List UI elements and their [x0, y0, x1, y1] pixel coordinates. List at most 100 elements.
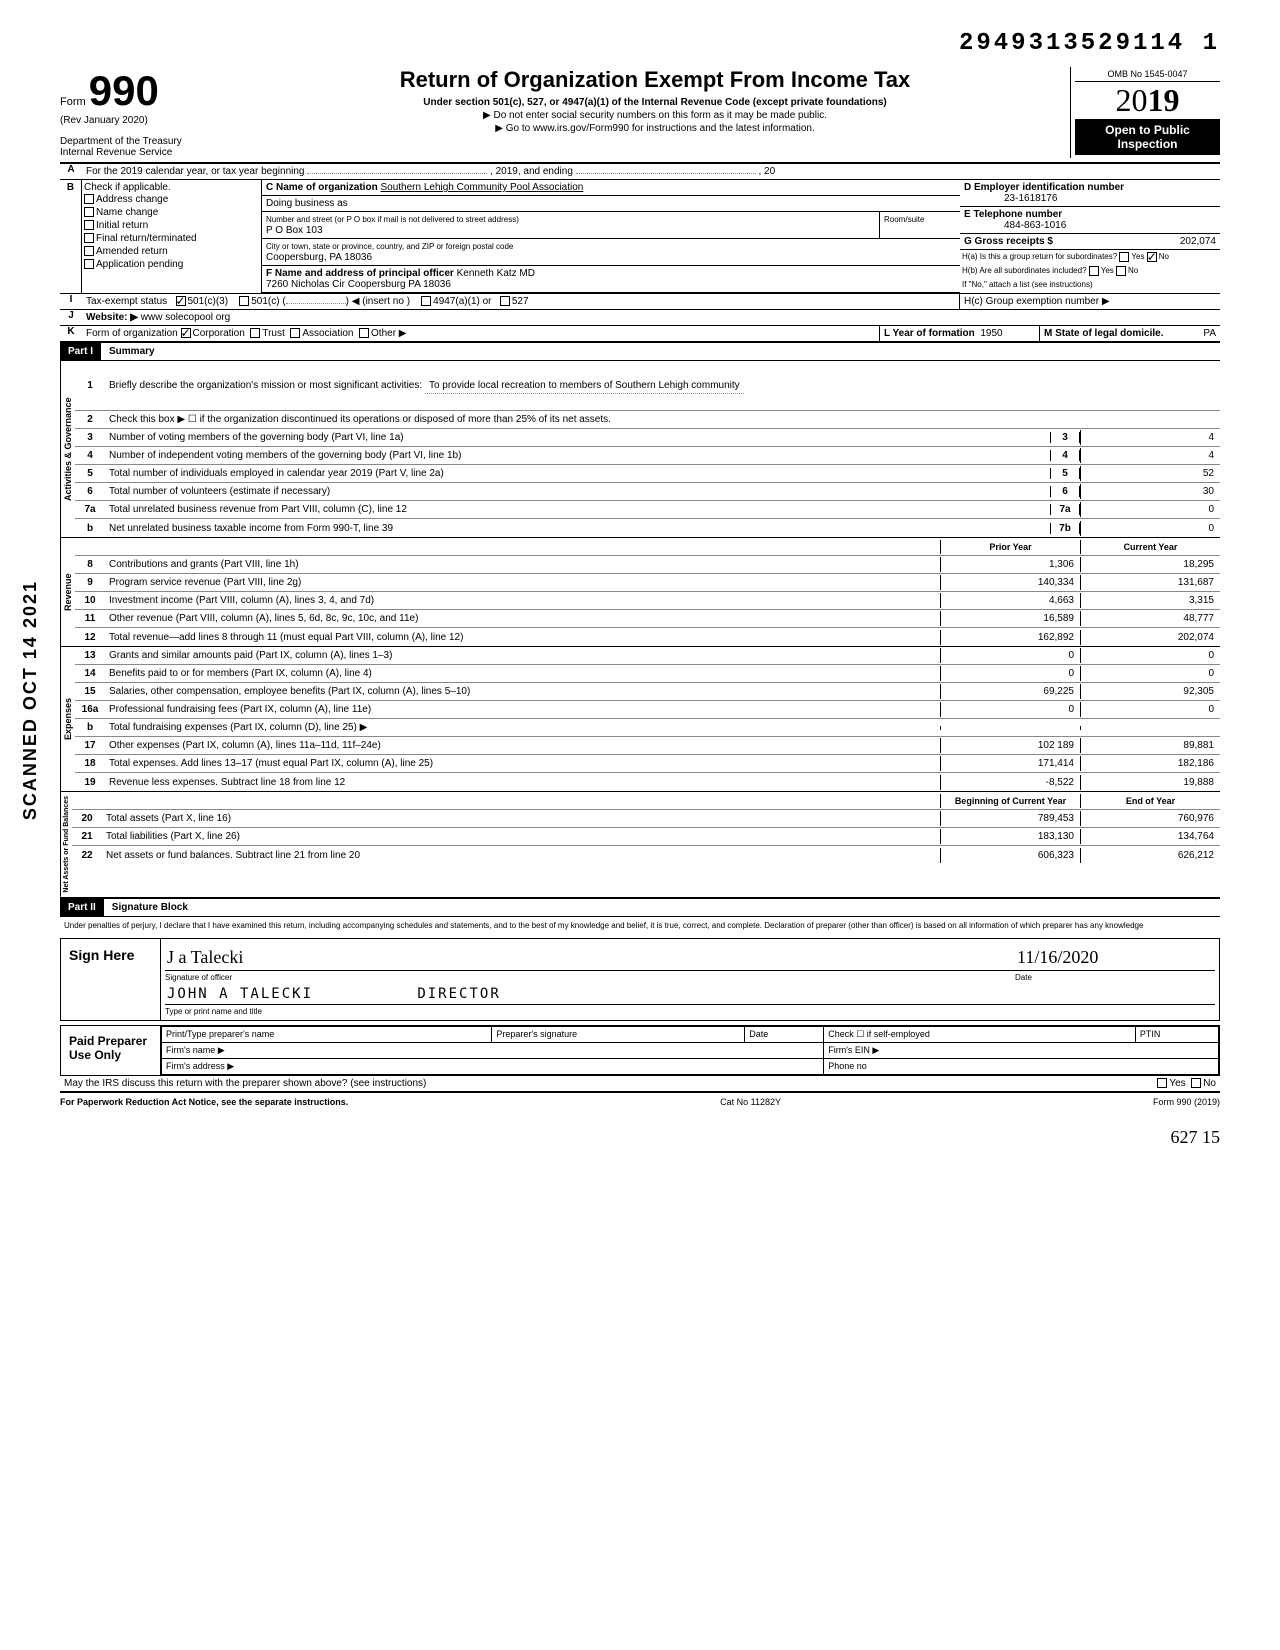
phone-value: 484-863-1016	[964, 220, 1066, 231]
line-text: Total number of individuals employed in …	[105, 466, 1050, 481]
section-l-label: L Year of formation	[884, 328, 975, 339]
opt-4947: 4947(a)(1) or	[433, 296, 491, 307]
prior-value: -8,522	[940, 775, 1080, 790]
line1-label: Briefly describe the organization's miss…	[109, 380, 422, 391]
document-id: 2949313529114 1	[60, 30, 1220, 57]
checkbox-ha-no[interactable]	[1147, 252, 1157, 262]
line-num: 12	[75, 632, 105, 643]
line-value: 4	[1080, 448, 1220, 463]
date-field[interactable]: 11/16/2020	[1015, 945, 1215, 971]
checkbox-527[interactable]	[500, 296, 510, 306]
line-num: 16a	[75, 704, 105, 715]
label-a: A	[60, 164, 82, 179]
line-text: Total liabilities (Part X, line 26)	[102, 829, 940, 844]
line-text: Salaries, other compensation, employee b…	[105, 684, 940, 699]
line-box: 5	[1050, 468, 1080, 479]
checkbox-4947[interactable]	[421, 296, 431, 306]
checkbox-501c3[interactable]	[176, 296, 186, 306]
org-name: Southern Lehigh Community Pool Associati…	[380, 182, 583, 193]
checkbox-discuss-yes[interactable]	[1157, 1078, 1167, 1088]
line-num: 8	[75, 559, 105, 570]
current-value: 182,186	[1080, 756, 1220, 771]
hc-label: H(c) Group exemption number ▶	[964, 296, 1110, 307]
officer-name: Kenneth Katz MD	[457, 268, 535, 279]
checkbox-name-change[interactable]	[84, 207, 94, 217]
checkbox-hb-yes[interactable]	[1089, 266, 1099, 276]
checkbox-501c[interactable]	[239, 296, 249, 306]
current-value: 202,074	[1080, 630, 1220, 645]
line-text: Investment income (Part VIII, column (A)…	[105, 593, 940, 608]
type-print-label: Type or print name and title	[165, 1007, 1215, 1016]
form-label: Form	[60, 96, 86, 108]
col-current-header: Current Year	[1080, 540, 1220, 554]
line-a-end: , 20	[758, 166, 775, 177]
prior-value: 0	[940, 648, 1080, 663]
line-num: 21	[72, 831, 102, 842]
prior-value: 0	[940, 666, 1080, 681]
line-box: 7b	[1050, 523, 1080, 534]
checkbox-amended[interactable]	[84, 246, 94, 256]
prior-value: 1,306	[940, 557, 1080, 572]
line-text: Contributions and grants (Part VIII, lin…	[105, 557, 940, 572]
current-value: 92,305	[1080, 684, 1220, 699]
col-prior-header: Prior Year	[940, 540, 1080, 554]
ein-value: 23-1618176	[964, 193, 1057, 204]
current-value: 89,881	[1080, 738, 1220, 753]
gross-receipts: 202,074	[1180, 236, 1216, 247]
current-value	[1080, 726, 1220, 730]
checkbox-discuss-no[interactable]	[1191, 1078, 1201, 1088]
current-value: 48,777	[1080, 611, 1220, 626]
firm-ein: Firm's EIN ▶	[824, 1042, 1219, 1058]
line-value: 0	[1080, 521, 1220, 536]
prior-value: 162,892	[940, 630, 1080, 645]
label-j: J	[60, 310, 82, 325]
line-num: 15	[75, 686, 105, 697]
checkbox-ha-yes[interactable]	[1119, 252, 1129, 262]
room-label: Room/suite	[884, 215, 924, 224]
checkbox-association[interactable]	[290, 328, 300, 338]
form-org-label: Form of organization	[86, 328, 178, 339]
cb-label: Final return/terminated	[96, 233, 197, 244]
form-subtitle: Under section 501(c), 527, or 4947(a)(1)…	[240, 97, 1070, 108]
line-text: Total assets (Part X, line 16)	[102, 811, 940, 826]
ha-label: H(a) Is this a group return for subordin…	[962, 252, 1117, 261]
form-footer: Form 990 (2019)	[1153, 1097, 1220, 1107]
line-text: Benefits paid to or for members (Part IX…	[105, 666, 940, 681]
state-domicile: PA	[1203, 328, 1216, 339]
line-num: 22	[72, 850, 102, 861]
open-public: Open to Public	[1105, 123, 1190, 137]
city-label: City or town, state or province, country…	[266, 242, 513, 251]
checkbox-other[interactable]	[359, 328, 369, 338]
line-value: 30	[1080, 484, 1220, 499]
line-num: 20	[72, 813, 102, 824]
page-number: 627 15	[60, 1127, 1220, 1148]
cb-label: Address change	[96, 194, 168, 205]
checkbox-address-change[interactable]	[84, 194, 94, 204]
checkbox-initial-return[interactable]	[84, 220, 94, 230]
line-num: 10	[75, 595, 105, 606]
checkbox-hb-no[interactable]	[1116, 266, 1126, 276]
checkbox-final-return[interactable]	[84, 233, 94, 243]
discuss-text: May the IRS discuss this return with the…	[60, 1076, 1153, 1091]
current-value: 134,764	[1080, 829, 1220, 844]
signature-field[interactable]: J a Talecki	[165, 945, 1015, 971]
mission-text: To provide local recreation to members o…	[425, 378, 744, 394]
year-prefix: 20	[1116, 82, 1148, 118]
line-value: 4	[1080, 430, 1220, 445]
checkbox-trust[interactable]	[250, 328, 260, 338]
line-num: b	[75, 722, 105, 733]
line-text: Other expenses (Part IX, column (A), lin…	[105, 738, 940, 753]
checkbox-corporation[interactable]	[181, 328, 191, 338]
checkbox-application-pending[interactable]	[84, 259, 94, 269]
label-i: I	[60, 294, 82, 309]
form-header: Form 990 (Rev January 2020) Department o…	[60, 67, 1220, 164]
line-box: 3	[1050, 432, 1080, 443]
line-box: 6	[1050, 486, 1080, 497]
line-text: Total revenue—add lines 8 through 11 (mu…	[105, 630, 940, 645]
website-label: Website: ▶	[86, 312, 138, 323]
perjury-text: Under penalties of perjury, I declare th…	[60, 917, 1220, 934]
line-text: Revenue less expenses. Subtract line 18 …	[105, 775, 940, 790]
line-text: Professional fundraising fees (Part IX, …	[105, 702, 940, 717]
line-num: 9	[75, 577, 105, 588]
street-label: Number and street (or P O box if mail is…	[266, 215, 519, 224]
